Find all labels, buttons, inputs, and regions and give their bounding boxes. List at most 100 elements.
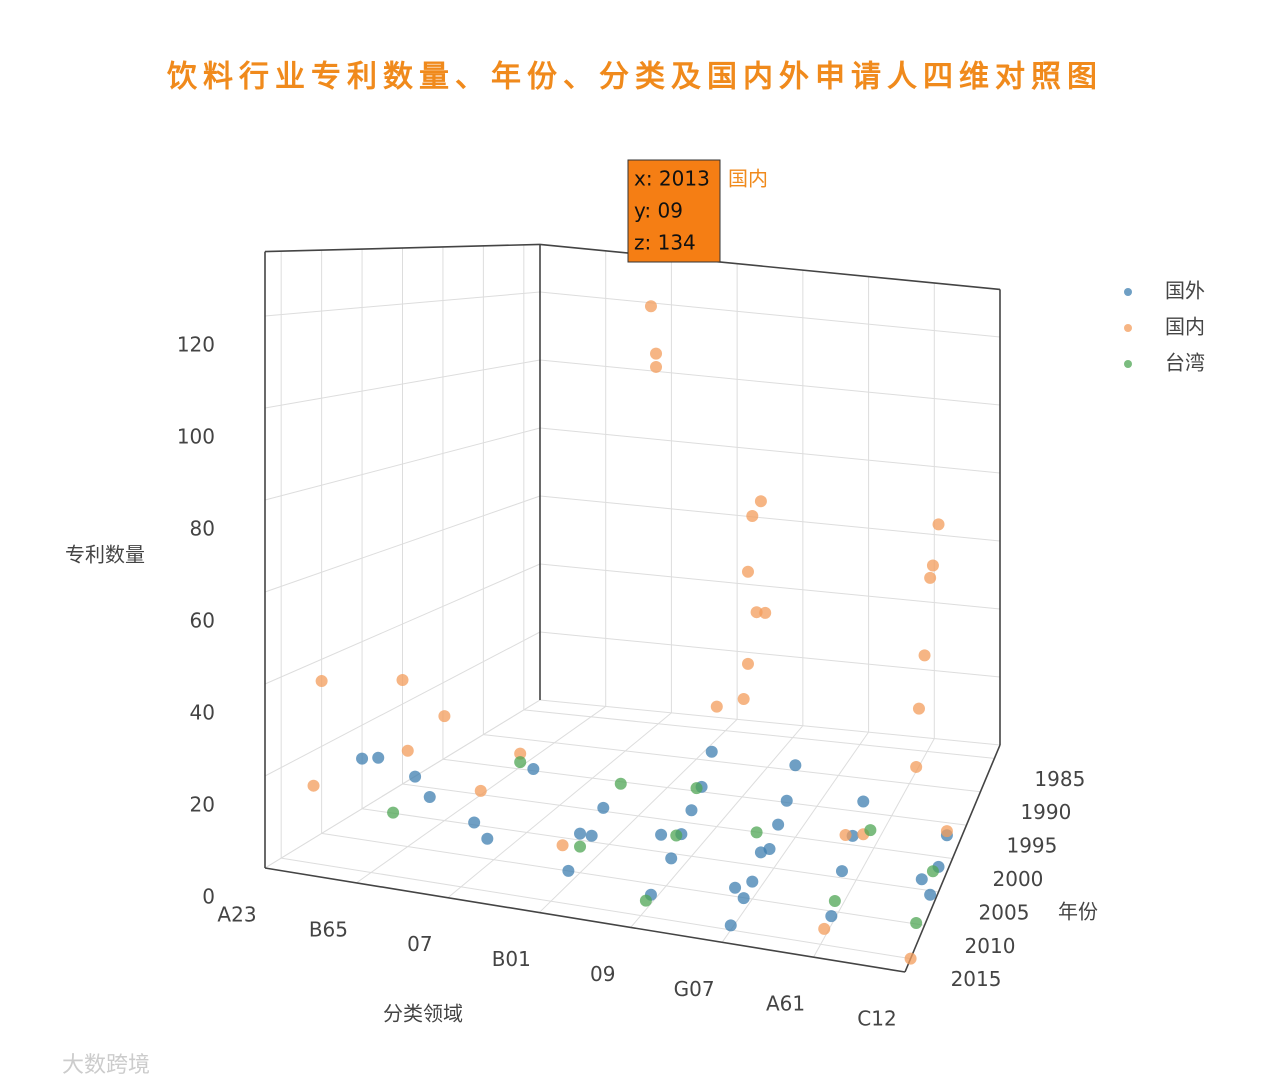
point	[835, 865, 848, 878]
x-tick-label: 1990	[1020, 800, 1071, 824]
grid-line	[442, 758, 967, 826]
point	[789, 759, 802, 772]
point	[639, 894, 652, 907]
point	[423, 790, 436, 803]
point	[670, 829, 683, 842]
grid-line	[361, 808, 939, 893]
legend-marker	[1124, 360, 1132, 368]
grid-line	[281, 857, 911, 960]
tooltip-line: y: 09	[634, 199, 683, 223]
x-tick-label: 2005	[979, 900, 1030, 924]
x-tick-label: 2010	[965, 934, 1016, 958]
axis-edge	[264, 867, 906, 973]
grid-line	[539, 699, 1001, 746]
point	[746, 875, 759, 888]
tooltip-series: 国内	[728, 167, 768, 191]
point	[585, 829, 598, 842]
point	[685, 804, 698, 817]
point	[741, 565, 754, 578]
point	[759, 606, 772, 619]
axis-edge	[904, 744, 1001, 973]
point	[665, 852, 678, 865]
point	[574, 840, 587, 853]
z-tick-label: 100	[177, 425, 215, 449]
point	[754, 846, 767, 859]
x-tick-label: 1995	[1006, 834, 1057, 858]
point	[481, 832, 494, 845]
legend-marker	[1124, 324, 1132, 332]
tooltip-line: z: 134	[634, 231, 696, 255]
point	[729, 881, 742, 894]
point	[372, 751, 385, 764]
grid-line	[523, 709, 995, 759]
z-axis-title: 专利数量	[65, 543, 145, 567]
point	[932, 518, 945, 531]
point	[597, 801, 610, 814]
y-axis-title: 分类领域	[383, 1002, 463, 1026]
point	[438, 710, 451, 723]
y-tick-label: A23	[217, 903, 256, 927]
point	[655, 828, 668, 841]
x-tick-label: 2015	[951, 967, 1002, 991]
grid-line	[264, 291, 541, 317]
point	[828, 895, 841, 908]
point	[924, 888, 937, 901]
point	[387, 806, 400, 819]
grid-line	[539, 291, 1001, 338]
point	[514, 756, 527, 769]
point	[737, 693, 750, 706]
point	[644, 300, 657, 313]
point	[514, 747, 527, 760]
tooltip-line: x: 2013	[634, 167, 710, 191]
point	[705, 745, 718, 758]
point	[650, 347, 663, 360]
z-tick-label: 60	[190, 609, 215, 633]
point	[315, 675, 328, 688]
point	[915, 873, 928, 886]
point	[401, 744, 414, 757]
point	[924, 571, 937, 584]
z-tick-label: 0	[202, 885, 215, 909]
legend-label: 国外	[1165, 279, 1205, 303]
point	[825, 910, 838, 923]
x-axis-title: 年份	[1058, 900, 1098, 924]
axis-edge	[539, 243, 1001, 291]
point	[307, 779, 320, 792]
point	[690, 782, 703, 795]
grid: 1985 1990 1995 2000 2005 2010 2015 A23 B65 07 B01 0…	[177, 243, 1085, 1031]
x-tick-label: 1985	[1034, 767, 1085, 791]
point	[839, 829, 852, 842]
point	[780, 794, 793, 807]
grid-line	[402, 783, 953, 859]
grid-line	[264, 495, 541, 593]
grid-line	[321, 832, 925, 926]
grid-line	[538, 718, 738, 913]
y-tick-label: 09	[590, 962, 615, 986]
x-tick-label: 2000	[993, 867, 1044, 891]
grid-line	[264, 563, 541, 685]
point	[910, 760, 923, 773]
point	[396, 674, 409, 686]
point	[562, 864, 575, 877]
point	[754, 495, 767, 508]
grid-line	[264, 359, 541, 409]
point	[614, 777, 627, 790]
point	[912, 702, 925, 715]
chart-title: 饮料行业专利数量、年份、分类及国内外申请人四维对照图	[166, 60, 1103, 95]
point	[474, 784, 487, 797]
point	[926, 559, 939, 572]
y-tick-label: 07	[407, 932, 432, 956]
point	[356, 752, 369, 765]
point	[857, 795, 870, 808]
point	[574, 827, 587, 840]
y-tick-label: A61	[766, 992, 805, 1016]
point	[741, 657, 754, 670]
y-tick-label: B01	[492, 947, 531, 971]
watermark: 大数跨境	[62, 1053, 150, 1078]
point	[746, 509, 759, 522]
grid-line	[264, 631, 541, 777]
z-tick-label: 40	[190, 701, 215, 725]
points	[307, 300, 953, 965]
z-tick-label: 20	[190, 793, 215, 817]
